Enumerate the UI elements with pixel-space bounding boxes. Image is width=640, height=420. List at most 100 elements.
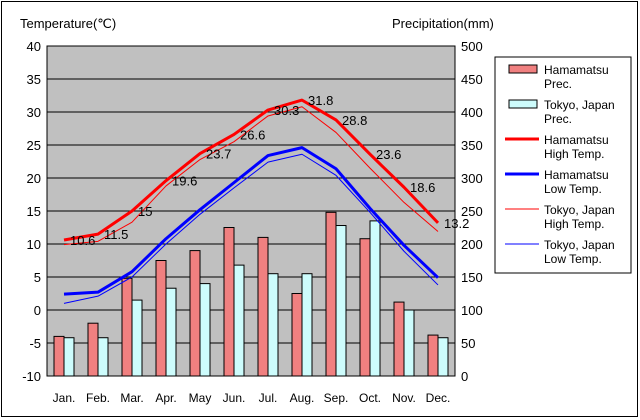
right-tick-label: 50 (461, 336, 475, 351)
left-tick-label: 35 (27, 72, 41, 87)
right-tick-label: 450 (461, 72, 483, 87)
hamamatsu-prec-bar (121, 277, 133, 377)
x-tick-label: Mar. (120, 391, 143, 405)
x-tick-label: Feb. (86, 391, 110, 405)
right-tick-label: 300 (461, 171, 483, 186)
right-tick-label: 500 (461, 39, 483, 54)
hamamatsu-prec-bar (427, 334, 439, 377)
x-tick-label: Apr. (155, 391, 176, 405)
hamamatsu-prec-bar (189, 250, 201, 377)
hamamatsu-prec-legend-swatch (508, 64, 538, 74)
right-tick-label: 350 (461, 138, 483, 153)
legend-label: Tokyo, Japan (544, 238, 615, 252)
right-axis-ticks: 0 50 100 150 200 250 300 350 400 450 500 (461, 39, 483, 384)
data-label: 26.6 (240, 127, 265, 142)
data-label: 23.7 (206, 147, 231, 162)
data-label: 31.8 (308, 93, 333, 108)
hamamatsu-high-temp-line (63, 98, 440, 242)
left-axis-title: Temperature(℃) (20, 16, 116, 31)
hamamatsu-prec-bar (53, 335, 65, 377)
legend-label: Hamamatsu (544, 63, 609, 77)
left-tick-label: 10 (27, 237, 41, 252)
right-tick-label: 0 (461, 369, 468, 384)
legend-label: Tokyo, Japan (544, 98, 615, 112)
legend-label: Low Temp. (544, 252, 602, 266)
hamamatsu-prec-bar (359, 238, 371, 377)
tokyo-japan-prec-bar (369, 220, 381, 377)
data-label: 18.6 (410, 180, 435, 195)
data-label: 10.6 (70, 233, 95, 248)
precipitation-bars (53, 211, 449, 377)
data-label: 28.8 (342, 113, 367, 128)
left-axis-ticks: -10 -5 0 5 10 15 20 25 30 35 40 (22, 39, 41, 384)
legend-label: Hamamatsu (544, 168, 609, 182)
tokyo-japan-prec-bar (97, 337, 109, 377)
x-tick-label: Jan. (53, 391, 76, 405)
hamamatsu-prec-bar (155, 260, 167, 377)
data-labels: 10.6 11.5 15 19.6 23.7 26.6 30.3 31.8 28.8 23.6 18… (70, 93, 469, 248)
tokyo-japan-prec-bar (63, 337, 75, 377)
legend-label: Prec. (544, 112, 572, 126)
legend-label: Prec. (544, 77, 572, 91)
legend-box (494, 56, 632, 274)
tokyo-japan-prec-bar (437, 337, 449, 377)
data-label: 30.3 (274, 103, 299, 118)
left-tick-label: -10 (22, 369, 41, 384)
x-tick-label: Dec. (426, 391, 451, 405)
hamamatsu-prec-bar (223, 227, 235, 377)
hamamatsu-low-temp-line (63, 146, 440, 296)
tokyo-japan-high-temp-line (63, 106, 439, 246)
gridlines (47, 78, 455, 344)
data-label: 15 (138, 204, 152, 219)
left-tick-label: 40 (27, 39, 41, 54)
legend-label: Low Temp. (544, 182, 602, 196)
x-tick-label: Jul. (259, 391, 278, 405)
right-tick-label: 200 (461, 237, 483, 252)
x-tick-label: Oct. (359, 391, 381, 405)
hamamatsu-prec-bar (325, 211, 337, 377)
legend-label: High Temp. (544, 147, 604, 161)
hamamatsu-prec-bar (393, 301, 405, 377)
data-label: 11.5 (104, 227, 128, 242)
data-label: 13.2 (444, 216, 469, 231)
tokyo-japan-prec-bar (403, 309, 415, 377)
tokyo-japan-prec-legend-swatch (508, 99, 538, 109)
tokyo-japan-prec-bar (335, 225, 347, 377)
left-tick-label: 30 (27, 105, 41, 120)
left-tick-label: 15 (27, 204, 41, 219)
right-tick-label: 100 (461, 303, 483, 318)
legend-label: Hamamatsu (544, 133, 609, 147)
tokyo-japan-prec-bar (165, 287, 177, 377)
right-axis-title: Precipitation(mm) (392, 16, 494, 31)
legend-label: High Temp. (544, 217, 604, 231)
hamamatsu-prec-bar (87, 322, 99, 377)
tokyo-japan-prec-bar (267, 273, 279, 377)
tokyo-japan-low-temp-line (63, 153, 439, 304)
tokyo-japan-prec-bar (199, 283, 211, 377)
x-tick-label: May (189, 391, 212, 405)
x-tick-label: Sep. (324, 391, 349, 405)
x-tick-label: Aug. (290, 391, 315, 405)
tokyo-japan-prec-bar (301, 273, 313, 377)
data-label: 19.6 (172, 174, 197, 189)
right-tick-label: 250 (461, 204, 483, 219)
left-tick-label: 0 (34, 303, 41, 318)
right-tick-label: 400 (461, 105, 483, 120)
hamamatsu-prec-bar (291, 293, 303, 377)
left-tick-label: 5 (34, 270, 41, 285)
tokyo-japan-prec-bar (131, 299, 143, 377)
hamamatsu-prec-bar (257, 236, 269, 377)
left-tick-label: 25 (27, 138, 41, 153)
left-tick-label: -5 (29, 336, 41, 351)
x-axis-ticks: Jan. Feb. Mar. Apr. May Jun. Jul. Aug. Sep. Oct. N… (53, 391, 451, 405)
data-label: 23.6 (376, 147, 401, 162)
right-tick-label: 150 (461, 270, 483, 285)
x-tick-label: Jun. (223, 391, 246, 405)
temperature-lines (63, 98, 440, 304)
legend-label: Tokyo, Japan (544, 203, 615, 217)
left-tick-label: 20 (27, 171, 41, 186)
x-tick-label: Nov. (392, 391, 416, 405)
tokyo-japan-prec-bar (233, 264, 245, 377)
